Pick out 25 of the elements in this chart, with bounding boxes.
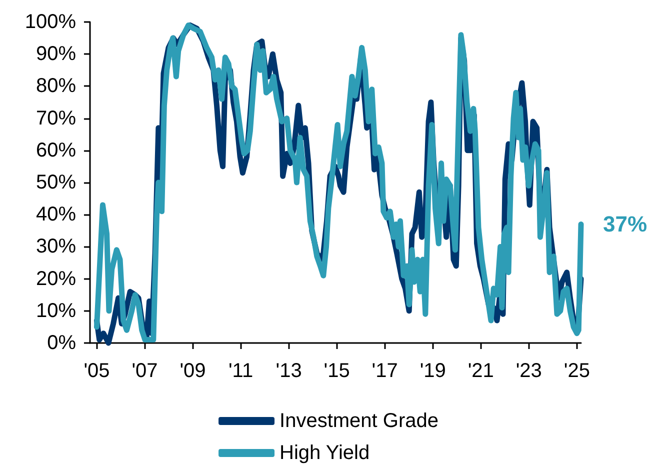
x-tick-label: '25 [564,360,590,382]
y-tick-label: 50% [36,172,76,194]
y-tick-label: 60% [36,139,76,162]
x-tick-label: '19 [420,360,446,382]
x-tick-label: '09 [180,360,206,382]
x-tick-label: '13 [276,360,302,382]
x-tick-label: '05 [84,360,110,382]
annotation: 37% [603,212,648,237]
x-tick-label: '21 [468,360,494,382]
x-tick-label: '11 [228,360,254,382]
x-tick-label: '23 [516,360,542,382]
y-tick-label: 70% [36,107,76,130]
x-tick-label: '07 [132,360,158,382]
y-tick-label: 40% [36,204,76,226]
y-tick-label: 100% [24,11,76,33]
y-tick-label: 20% [36,268,76,290]
legend-label: High Yield [280,442,370,464]
y-tick-label: 10% [36,300,76,322]
y-tick-label: 30% [36,236,76,258]
y-tick-label: 80% [36,75,76,98]
x-tick-label: '15 [324,360,350,382]
legend-label: Investment Grade [280,410,438,432]
x-tick-label: '17 [372,360,398,382]
y-tick-label: 0% [47,332,76,354]
y-tick-label: 90% [36,43,76,66]
